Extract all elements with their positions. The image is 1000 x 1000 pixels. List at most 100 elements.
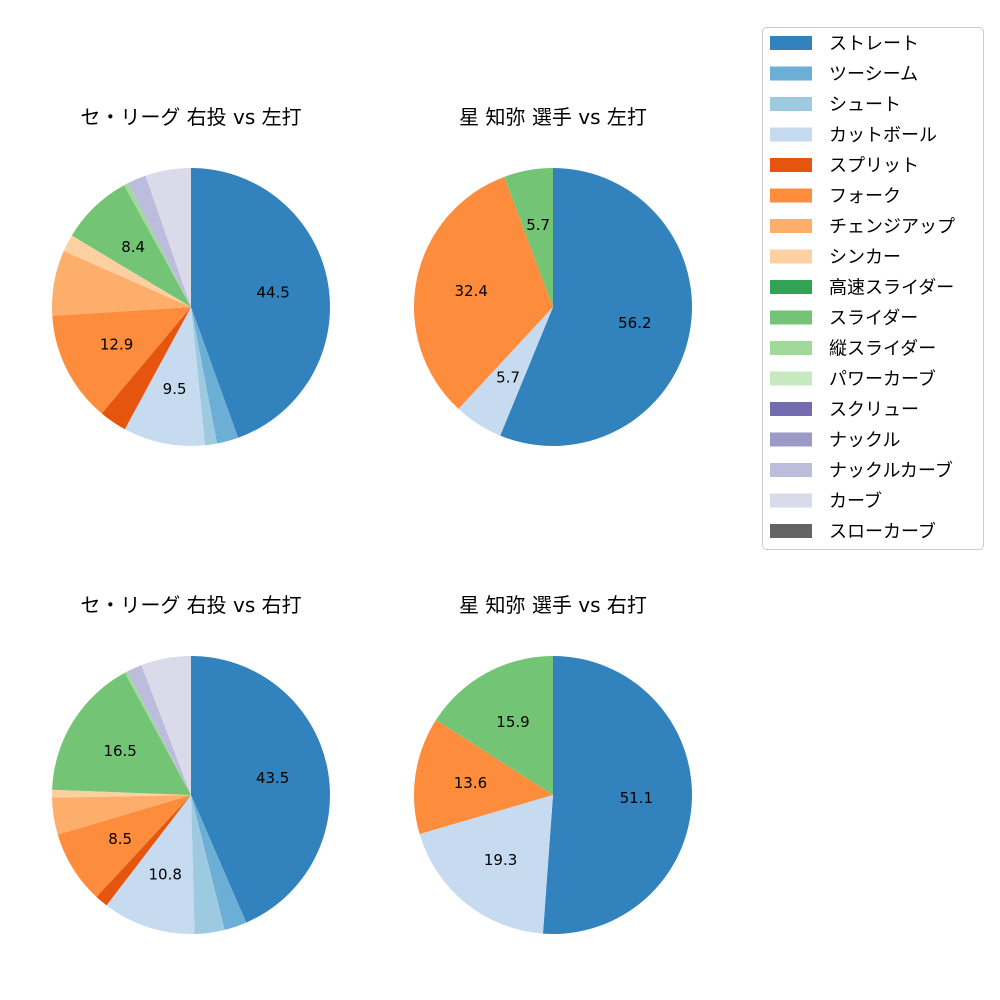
slice-value-label: 13.6 <box>454 774 487 792</box>
legend-item: 縦スライダー <box>770 339 936 360</box>
pie-chart-3: セ・リーグ 右投 vs 右打 43.5 10.8 8.5 16.5 <box>51 593 330 935</box>
pie-slice <box>436 656 553 795</box>
pie-slice <box>51 789 191 798</box>
pie-slice <box>191 795 247 930</box>
slice-value-label: 16.5 <box>103 742 136 760</box>
slice-value-label: 15.9 <box>496 713 529 731</box>
pie-slice <box>106 795 195 935</box>
legend-swatch <box>770 493 812 508</box>
pie-slice <box>52 672 192 795</box>
legend-label: 高速スライダー <box>829 278 954 299</box>
legend-item: スプリット <box>770 156 919 177</box>
legend-label: チェンジアップ <box>829 217 955 238</box>
pie-slice <box>191 168 331 438</box>
legend-label: カットボール <box>829 125 937 146</box>
slice-value-label: 10.8 <box>149 865 182 883</box>
slice-value-label: 5.7 <box>496 368 520 386</box>
slice-value-label: 9.5 <box>163 380 187 398</box>
pie-chart-2: 星 知弥 選手 vs 左打 56.2 5.7 32.4 5.7 <box>414 105 692 446</box>
legend-item: ストレート <box>770 34 919 55</box>
legend-label: 縦スライダー <box>829 339 936 360</box>
pie-slice <box>458 307 553 436</box>
legend-item: ナックルカーブ <box>770 460 953 482</box>
legend-swatch <box>770 524 812 538</box>
pie-slice <box>191 307 239 444</box>
slice-value-label: 32.4 <box>454 282 487 300</box>
pie-slice <box>52 250 191 316</box>
pie-slice <box>127 175 191 307</box>
legend-label: ストレート <box>829 34 919 55</box>
pie-slice <box>52 795 192 835</box>
slice-value-label: 44.5 <box>256 284 289 302</box>
legend-item: スローカーブ <box>770 521 936 543</box>
pie-slice <box>101 307 191 430</box>
pie-slice <box>52 307 191 414</box>
legend-label: パワーカーブ <box>829 368 936 390</box>
slice-value-label: 51.1 <box>620 789 653 807</box>
pie-title: 星 知弥 選手 vs 左打 <box>459 105 647 129</box>
slice-value-label: 56.2 <box>618 314 651 332</box>
legend-item: カーブ <box>770 490 882 512</box>
pie-slice <box>63 235 191 307</box>
legend-item: ツーシーム <box>770 64 918 85</box>
legend-swatch <box>770 158 812 172</box>
slice-value-label: 43.5 <box>256 769 289 787</box>
legend-label: カーブ <box>829 490 882 512</box>
legend-label: スプリット <box>829 156 919 177</box>
legend-item: ナックル <box>770 430 900 451</box>
pie-slice <box>414 176 553 409</box>
legend-label: ナックルカーブ <box>829 460 953 482</box>
legend-label: スクリュー <box>829 400 919 421</box>
pie-slice <box>419 795 553 934</box>
legend-swatch <box>770 127 812 142</box>
pie-slice <box>413 719 553 835</box>
legend-label: シンカー <box>829 247 901 268</box>
legend-item: 高速スライダー <box>770 278 954 299</box>
pie-slice <box>71 185 191 307</box>
slice-value-label: 8.4 <box>121 238 145 256</box>
legend-label: スローカーブ <box>829 521 936 543</box>
pie-slice <box>504 168 553 307</box>
slice-value-label: 19.3 <box>484 851 517 869</box>
legend-frame <box>762 27 984 550</box>
legend-swatch <box>770 402 812 416</box>
pie-title: セ・リーグ 右投 vs 右打 <box>80 593 301 617</box>
pie-slice <box>124 307 205 446</box>
pie-title: セ・リーグ 右投 vs 左打 <box>80 105 301 129</box>
legend-item: チェンジアップ <box>770 217 955 238</box>
pie-slice <box>191 795 225 934</box>
legend-label: ツーシーム <box>829 64 918 85</box>
pie-slice <box>124 671 191 795</box>
slice-value-label: 8.5 <box>108 830 132 848</box>
pie-slice <box>191 307 218 446</box>
pie-chart-4: 星 知弥 選手 vs 右打 51.1 19.3 13.6 15.9 <box>413 593 692 935</box>
slice-value-label: 5.7 <box>526 216 550 234</box>
slice-value-label: 12.9 <box>100 336 133 354</box>
legend-swatch <box>770 371 812 386</box>
pie-slice <box>124 183 191 307</box>
legend-swatch <box>770 432 812 447</box>
pie-slice <box>191 656 330 923</box>
pie-slice <box>145 168 191 307</box>
pie-slice <box>500 168 692 446</box>
legend-item: パワーカーブ <box>770 368 936 390</box>
legend: ストレートツーシームシュートカットボールスプリットフォークチェンジアップシンカー… <box>762 27 984 550</box>
legend-swatch <box>770 36 812 50</box>
pie-slice <box>96 795 191 906</box>
legend-swatch <box>770 66 812 81</box>
legend-swatch <box>770 310 812 325</box>
legend-item: カットボール <box>770 125 937 146</box>
pie-chart-1: セ・リーグ 右投 vs 左打 44.5 9.5 12.9 8.4 <box>52 105 331 446</box>
legend-item: スクリュー <box>770 400 919 421</box>
legend-swatch <box>770 249 812 264</box>
legend-swatch <box>770 219 812 233</box>
legend-label: シュート <box>829 95 901 116</box>
pie-title: 星 知弥 選手 vs 右打 <box>459 593 647 617</box>
legend-swatch <box>770 280 812 294</box>
legend-label: フォーク <box>829 186 901 207</box>
legend-swatch <box>770 188 812 203</box>
pie-slice <box>127 665 191 795</box>
legend-label: ナックル <box>829 430 900 451</box>
legend-item: フォーク <box>770 186 901 207</box>
